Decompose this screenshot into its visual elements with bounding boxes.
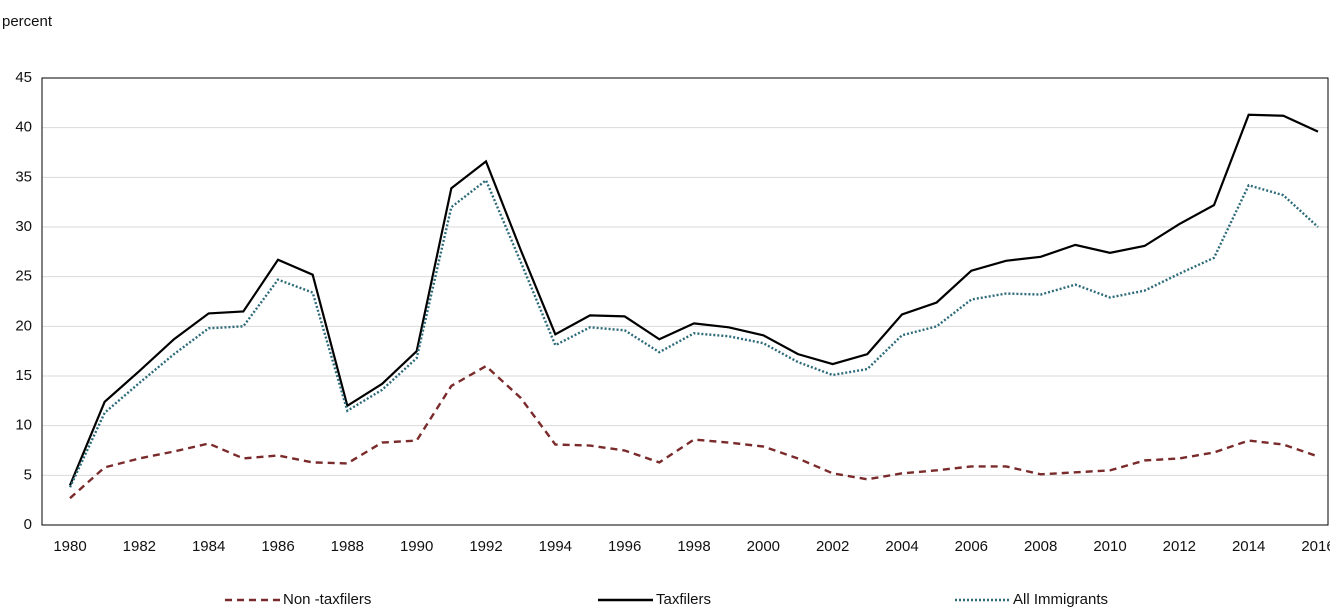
x-tick-label: 2002 xyxy=(816,538,849,555)
x-tick-label: 2014 xyxy=(1232,538,1265,555)
x-tick-label: 2004 xyxy=(885,538,918,555)
y-tick-label: 10 xyxy=(15,417,32,434)
y-axis-label: percent xyxy=(2,13,53,30)
y-tick-label: 0 xyxy=(24,516,32,533)
x-tick-label: 2008 xyxy=(1024,538,1057,555)
y-tick-label: 30 xyxy=(15,218,32,235)
y-tick-label: 25 xyxy=(15,268,32,285)
y-tick-label: 45 xyxy=(15,69,32,86)
y-tick-label: 15 xyxy=(15,367,32,384)
line-series xyxy=(68,113,1319,486)
x-tick-label: 1996 xyxy=(608,538,641,555)
y-tick-label: 20 xyxy=(15,317,32,334)
plot-frame xyxy=(41,77,1329,526)
x-tick-label: 1994 xyxy=(539,538,572,555)
x-tick-label: 1986 xyxy=(261,538,294,555)
x-tick-label: 2010 xyxy=(1093,538,1126,555)
x-tick-label: 2016 xyxy=(1301,538,1330,555)
x-tick-label: 2000 xyxy=(747,538,780,555)
x-tick-label: 1990 xyxy=(400,538,433,555)
x-tick-label: 1988 xyxy=(331,538,364,555)
legend-label: Non -taxfilers xyxy=(283,591,371,608)
x-tick-label: 1998 xyxy=(677,538,710,555)
line-series xyxy=(68,178,1319,488)
line-series xyxy=(69,364,1319,500)
y-tick-label: 5 xyxy=(24,466,32,483)
x-tick-label: 1992 xyxy=(469,538,502,555)
x-tick-label: 2006 xyxy=(955,538,988,555)
legend-label: Taxfilers xyxy=(656,591,711,608)
x-tick-label: 1984 xyxy=(192,538,225,555)
x-tick-label: 1980 xyxy=(53,538,86,555)
legend-label: All Immigrants xyxy=(1013,591,1108,608)
y-tick-label: 35 xyxy=(15,168,32,185)
x-tick-label: 1982 xyxy=(123,538,156,555)
x-tick-label: 2012 xyxy=(1163,538,1196,555)
y-tick-label: 40 xyxy=(15,119,32,136)
